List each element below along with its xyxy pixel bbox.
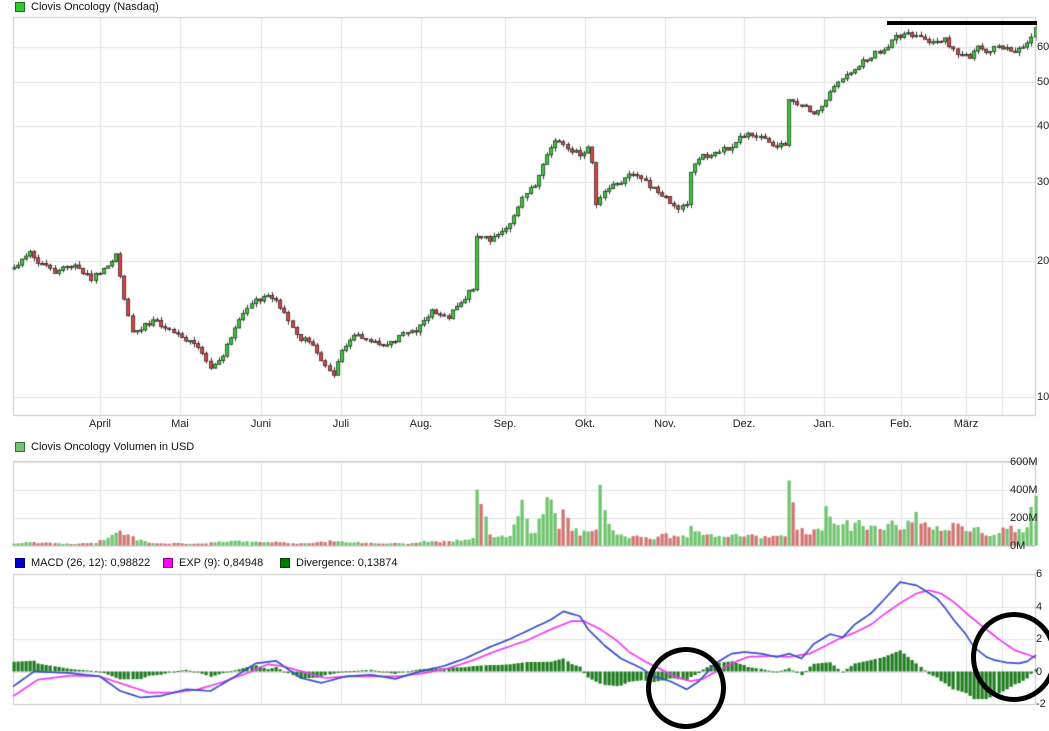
- macd-legend-item[interactable]: MACD (26, 12): 0,98822: [15, 557, 150, 569]
- divergence-legend-item[interactable]: Divergence: 0,13874: [280, 557, 398, 569]
- price-legend-item[interactable]: Clovis Oncology (Nasdaq): [15, 1, 159, 13]
- divergence-series-label: Divergence: 0,13874: [296, 557, 398, 569]
- exp-legend-item[interactable]: EXP (9): 0,84948: [163, 557, 263, 569]
- exp-series-label: EXP (9): 0,84948: [179, 557, 264, 569]
- price-series-swatch-icon: [15, 2, 25, 12]
- divergence-series-swatch-icon: [280, 558, 290, 568]
- annotation-circle-macd-crossover: [646, 647, 726, 729]
- annotation-circle-macd-current: [971, 612, 1049, 702]
- volume-series-label: Clovis Oncology Volumen in USD: [31, 441, 195, 453]
- price-series-label: Clovis Oncology (Nasdaq): [31, 1, 159, 13]
- volume-legend-item[interactable]: Clovis Oncology Volumen in USD: [15, 441, 194, 453]
- exp-series-swatch-icon: [163, 558, 173, 568]
- volume-series-swatch-icon: [15, 442, 25, 452]
- macd-series-label: MACD (26, 12): 0,98822: [31, 557, 151, 569]
- annotation-resistance-line: [887, 21, 1037, 25]
- macd-series-swatch-icon: [15, 558, 25, 568]
